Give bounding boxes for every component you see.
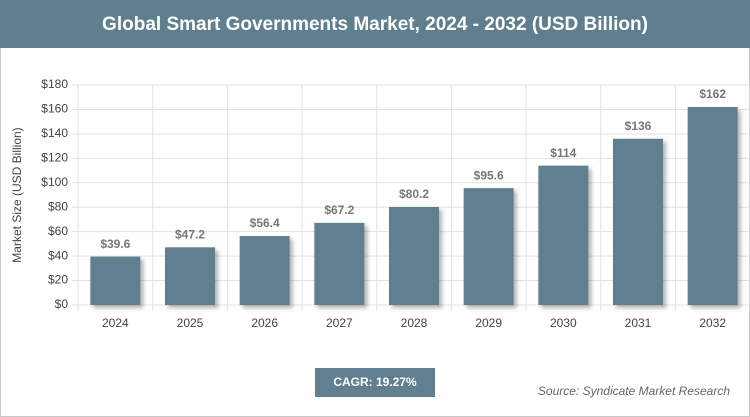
cagr-label: CAGR: 19.27% [333,375,417,389]
bar [538,165,589,305]
x-tick-label: 2024 [102,316,129,330]
value-label: $39.6 [100,237,130,251]
y-tick-label: $0 [55,297,69,311]
y-tick-label: $60 [48,224,68,238]
x-tick-label: 2032 [699,316,726,330]
bar [687,107,738,305]
value-label: $136 [625,119,652,133]
value-label: $67.2 [324,203,354,217]
x-tick-label: 2030 [550,316,577,330]
value-label: $95.6 [474,168,504,182]
x-tick-label: 2028 [401,316,428,330]
value-label: $80.2 [399,187,429,201]
cagr-box [315,368,435,397]
value-label: $56.4 [250,216,280,230]
value-label: $162 [699,87,726,101]
source-note: Source: Syndicate Market Research [538,384,730,398]
x-tick-label: 2027 [326,316,353,330]
bar [314,222,365,305]
value-label: $114 [550,146,576,160]
y-tick-label: $100 [41,175,68,189]
title-bar [0,0,750,48]
x-tick-label: 2026 [251,316,278,330]
x-tick-label: 2025 [177,316,204,330]
y-tick-label: $140 [41,126,68,140]
bar [463,188,514,305]
x-tick-label: 2029 [475,316,502,330]
bar [90,256,141,305]
y-tick-label: $120 [41,151,68,165]
y-tick-label: $80 [48,199,68,213]
bar [165,247,215,305]
bar [239,236,290,305]
y-axis-label: Market Size (USD Billion) [10,127,24,262]
x-tick-label: 2031 [625,316,652,330]
bar [613,138,663,305]
chart-title: Global Smart Governments Market, 2024 - … [102,14,648,35]
y-tick-label: $40 [48,248,68,262]
y-tick-label: $180 [41,77,68,91]
bar [389,206,439,305]
y-tick-label: $20 [48,273,68,287]
value-label: $47.2 [175,227,205,241]
y-tick-label: $160 [41,102,68,116]
